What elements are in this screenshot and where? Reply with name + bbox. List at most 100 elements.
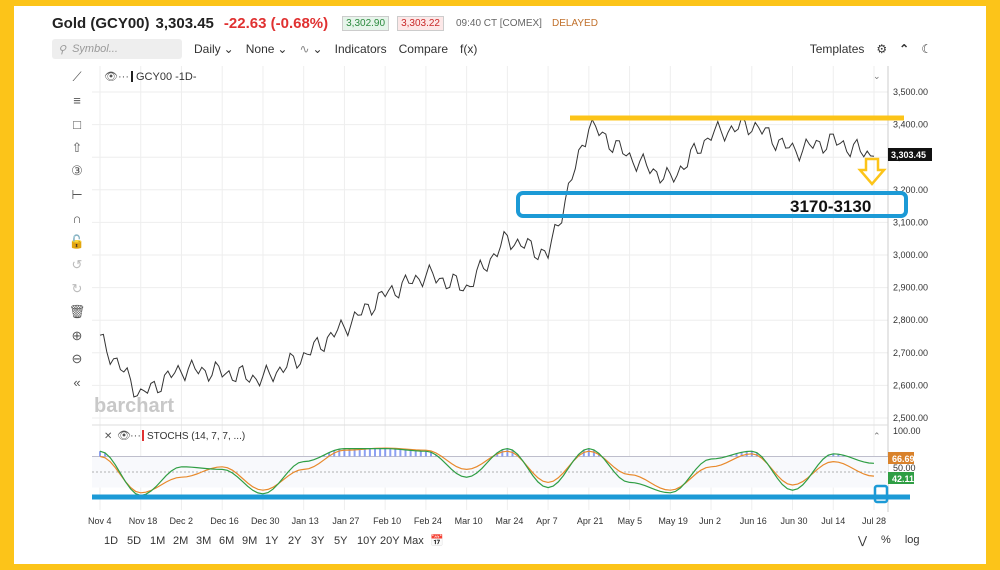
collapse-toolbar-icon[interactable]: « [73, 375, 81, 390]
zoom-in-icon[interactable]: ⊕ [71, 327, 83, 343]
price-axis: 3,500.003,400.003,300.003,200.003,100.00… [893, 87, 928, 423]
templates-button[interactable]: Templates [809, 42, 865, 56]
time-tick: Apr 7 [536, 516, 558, 526]
symbol-search-input[interactable]: ⚲ Symbol... [52, 39, 182, 59]
time-tick: Dec 16 [210, 516, 239, 526]
time-tick: Mar 24 [495, 516, 523, 526]
measure-tool-icon[interactable]: ⊢ [71, 186, 83, 202]
price-tick: 2,800.00 [893, 315, 928, 325]
pane-collapse-icon[interactable]: ⌄ [873, 71, 881, 81]
time-tick: Mar 10 [455, 516, 483, 526]
pane-expand-icon[interactable]: ⌃ [873, 431, 881, 441]
price-tick: 2,700.00 [893, 348, 928, 358]
range-button-20y[interactable]: 20Y [380, 534, 400, 547]
time-tick: Dec 30 [251, 516, 280, 526]
k-value-tag [888, 452, 914, 464]
range-button-max[interactable]: Max [403, 534, 424, 547]
drawing-toolbar: ⟋ ≡ □ ⇧ ③ ⊢ ∩ 🔓 ↺ ↻ 🗑 ⊕ ⊖ « [64, 66, 90, 395]
support-zone-box [516, 191, 908, 218]
range-button-3y[interactable]: 3Y [311, 534, 325, 547]
price-line [99, 116, 875, 398]
line-chart-icon: ∿ [299, 42, 310, 56]
quote-header: Gold (GCY00) 3,303.45 -22.63 (-0.68%) 3,… [52, 10, 598, 36]
redo-icon[interactable]: ↻ [71, 280, 83, 296]
stoch-tick-100: 100.00 [893, 426, 921, 436]
chevron-down-icon: ⌄ [223, 42, 234, 56]
indicators-button[interactable]: Indicators [335, 42, 387, 56]
price-tick: 2,900.00 [893, 283, 928, 293]
k-value-text: 66.69 [892, 454, 915, 464]
lock-icon[interactable]: 🔓 [68, 233, 86, 249]
dark-mode-icon[interactable]: ☾ [921, 42, 932, 56]
rectangle-tool-icon[interactable]: □ [73, 116, 81, 132]
down-arrow-icon [857, 157, 887, 186]
stoch-k-line [99, 447, 875, 497]
gear-icon[interactable]: ⚙ [876, 42, 888, 56]
more-icon[interactable]: ··· [130, 430, 141, 442]
more-icon[interactable]: ··· [118, 71, 129, 83]
range-button-2y[interactable]: 2Y [288, 534, 302, 547]
chart-toolbar: ⚲ Symbol... Daily ⌄ None ⌄ ∿ ⌄ Indicator… [52, 38, 932, 60]
time-tick: Jan 27 [332, 516, 359, 526]
range-button-5y[interactable]: 5Y [334, 534, 348, 547]
arrow-tool-icon[interactable]: ⇧ [71, 139, 83, 155]
time-tick: Nov 18 [129, 516, 158, 526]
range-button-3m[interactable]: 3M [196, 534, 212, 547]
range-button-9m[interactable]: 9M [242, 534, 258, 547]
range-button-5d[interactable]: 5D [127, 534, 142, 547]
collapse-chevron-icon[interactable]: ⋁ [858, 535, 868, 547]
time-tick: Jun 30 [781, 516, 808, 526]
chart-type-dropdown[interactable]: ∿ ⌄ [299, 42, 322, 56]
barchart-watermark: barchart [94, 395, 174, 417]
undo-icon[interactable]: ↺ [71, 257, 83, 272]
stoch-tick-50: 50.00 [893, 463, 916, 473]
current-stoch-marker [873, 484, 889, 504]
price-tick: 3,000.00 [893, 250, 928, 260]
range-button-10y[interactable]: 10Y [357, 534, 377, 547]
calendar-icon[interactable]: 📅 [430, 535, 444, 547]
stoch-d-line [99, 447, 875, 494]
axis-options: ⋁ % log [858, 534, 920, 547]
range-button-1m[interactable]: 1M [150, 534, 166, 547]
fib-tool-icon[interactable]: ≡ [73, 93, 81, 108]
collapse-icon[interactable]: ⌃ [899, 42, 910, 56]
chart-grid [92, 66, 889, 512]
zoom-out-icon[interactable]: ⊖ [71, 351, 83, 366]
support-zone-label: 3170-3130 [790, 197, 871, 216]
time-tick: Apr 21 [577, 516, 604, 526]
time-tick: Jan 13 [292, 516, 319, 526]
main-pane-legend: 👁 ··· GCY00 -1D- ⌄ [104, 71, 881, 83]
stochastic-series [92, 447, 888, 497]
counter-tool-icon[interactable]: ③ [71, 163, 83, 178]
range-button-1y[interactable]: 1Y [265, 534, 279, 547]
time-tick: Jul 28 [862, 516, 886, 526]
trash-icon[interactable]: 🗑 [68, 304, 86, 319]
range-button-6m[interactable]: 6M [219, 534, 235, 547]
price-tick: 3,400.00 [893, 120, 928, 130]
range-button-2m[interactable]: 2M [173, 534, 189, 547]
visibility-icon[interactable]: 👁 [104, 71, 118, 83]
magnet-icon[interactable]: ∩ [72, 210, 82, 226]
percent-toggle[interactable]: % [881, 534, 891, 546]
price-tick: 2,600.00 [893, 380, 928, 390]
chevron-down-icon: ⌄ [277, 42, 288, 56]
trendline-tool-icon[interactable]: ⟋ [72, 69, 82, 84]
fx-label: f(x) [460, 42, 478, 56]
indicators-label: Indicators [334, 42, 387, 56]
study-dropdown[interactable]: None ⌄ [246, 42, 288, 56]
stoch-pane-legend: ✕ 👁 ··· STOCHS (14, 7, 7, ...) ⌃ [104, 430, 881, 442]
visibility-icon[interactable]: 👁 [117, 430, 131, 442]
range-button-1d[interactable]: 1D [104, 534, 119, 547]
time-tick: May 5 [618, 516, 643, 526]
close-icon[interactable]: ✕ [104, 431, 112, 442]
fx-button[interactable]: f(x) [460, 42, 477, 56]
price-tick: 2,500.00 [893, 413, 928, 423]
compare-button[interactable]: Compare [399, 42, 448, 56]
last-price-tag [888, 148, 932, 161]
stoch-legend-text: STOCHS (14, 7, 7, ...) [147, 431, 245, 442]
time-tick: Jul 14 [821, 516, 845, 526]
search-icon: ⚲ [58, 43, 67, 56]
log-toggle[interactable]: log [904, 534, 920, 546]
interval-dropdown[interactable]: Daily ⌄ [194, 42, 234, 56]
